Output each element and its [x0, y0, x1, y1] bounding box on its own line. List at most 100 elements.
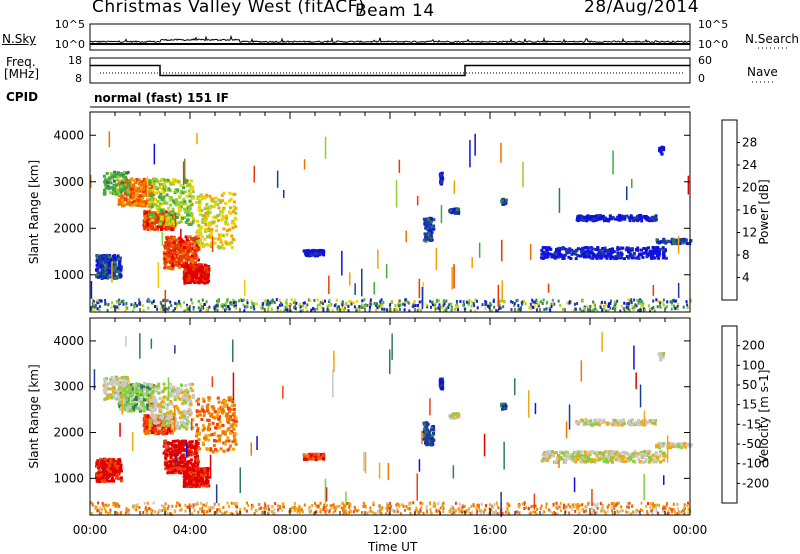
- power-cell: [438, 305, 441, 309]
- velocity-cell: [178, 466, 182, 470]
- velocity-cell: [197, 473, 201, 477]
- power-cell: [193, 251, 197, 255]
- power-cell: [169, 182, 173, 186]
- velocity-cell: [187, 445, 191, 448]
- velocity-cell: [171, 466, 175, 470]
- power-cell: [167, 247, 171, 251]
- velocity-cell: [162, 396, 166, 400]
- power-cell: [654, 250, 657, 254]
- velocity-cell: [175, 463, 179, 467]
- velocity-cell: [171, 459, 175, 463]
- power-cell: [191, 301, 194, 305]
- power-cell: [166, 265, 170, 269]
- velocity-cell: [234, 432, 238, 436]
- power-cell: [128, 190, 132, 194]
- power-cell: [305, 306, 308, 309]
- power-cell: [314, 251, 318, 255]
- power-cell: [162, 198, 166, 202]
- power-cell: [124, 308, 127, 312]
- velocity-cell: [165, 420, 169, 424]
- power-cell: [445, 299, 448, 303]
- velocity-cell: [168, 402, 172, 406]
- power-cell: [154, 198, 158, 202]
- power-cell: [550, 305, 553, 309]
- power-cell: [584, 250, 588, 254]
- power-cell: [206, 270, 209, 274]
- power-cell: [105, 171, 109, 175]
- power-cell: [185, 258, 189, 262]
- power-cell: [562, 308, 564, 311]
- power-cell: [520, 306, 522, 309]
- velocity-cell: [148, 427, 152, 431]
- power-cell: [558, 247, 562, 251]
- power-cell: [202, 243, 206, 247]
- power-cell: [183, 190, 187, 194]
- power-cell: [110, 174, 114, 178]
- power-cell: [284, 301, 287, 305]
- velocity-cell: [142, 391, 146, 395]
- power-cell: [596, 246, 600, 250]
- velocity-cell: [203, 467, 207, 470]
- power-cell: [626, 248, 630, 252]
- power-colorbar-title: Power [dB]: [757, 179, 771, 244]
- power-cell: [198, 198, 202, 202]
- power-cell: [221, 303, 224, 306]
- power-cell: [198, 212, 202, 216]
- velocity-cell: [169, 399, 173, 403]
- power-cell: [492, 299, 495, 303]
- power-cell: [153, 227, 157, 231]
- velocity-cell: [152, 385, 156, 389]
- velocity-cell: [151, 431, 154, 434]
- velocity-cell: [151, 399, 155, 402]
- power-cell: [295, 301, 298, 305]
- power-cell: [641, 255, 645, 259]
- velocity-cell: [108, 462, 112, 466]
- date-label: 28/Aug/2014: [584, 0, 700, 17]
- velocity-cell: [112, 467, 116, 471]
- power-cell: [603, 307, 606, 311]
- power-cell: [383, 307, 386, 311]
- power-cell: [116, 275, 120, 279]
- power-cell: [594, 215, 598, 218]
- power-cell: [628, 308, 631, 312]
- power-cell: [116, 266, 120, 270]
- power-cell: [159, 192, 163, 196]
- power-cell: [664, 239, 668, 243]
- power-cell: [174, 221, 178, 225]
- power-cell: [616, 215, 620, 219]
- power-cell: [179, 191, 183, 195]
- power-cell: [98, 262, 102, 266]
- velocity-cell: [181, 464, 185, 468]
- power-cell: [283, 189, 285, 199]
- velocity-cell: [102, 463, 106, 467]
- power-cell: [616, 246, 620, 250]
- power-cell: [98, 309, 101, 313]
- power-cell: [140, 182, 144, 186]
- velocity-cell: [169, 452, 172, 456]
- power-cell: [676, 307, 679, 311]
- power-cell: [171, 220, 175, 223]
- power-cell: [118, 273, 122, 277]
- power-cell: [580, 216, 584, 220]
- power-cell: [634, 303, 637, 307]
- power-cell: [439, 173, 442, 177]
- velocity-cell: [221, 423, 225, 427]
- power-cell: [176, 246, 180, 250]
- velocity-cell: [186, 447, 190, 451]
- power-cell: [184, 208, 188, 212]
- power-cell: [162, 195, 166, 199]
- power-cell: [468, 298, 471, 302]
- velocity-cell: [166, 445, 170, 448]
- power-cell: [604, 218, 608, 222]
- power-cell: [636, 298, 639, 302]
- velocity-cell: [111, 473, 115, 477]
- power-cell: [583, 253, 587, 257]
- power-cell: [171, 199, 175, 203]
- power-cell: [184, 273, 188, 277]
- power-cell: [165, 180, 168, 184]
- power-cell: [353, 305, 356, 309]
- power-cell: [150, 212, 154, 216]
- power-cell: [207, 267, 211, 271]
- velocity-cell: [168, 466, 172, 470]
- velocity-cell: [150, 424, 153, 427]
